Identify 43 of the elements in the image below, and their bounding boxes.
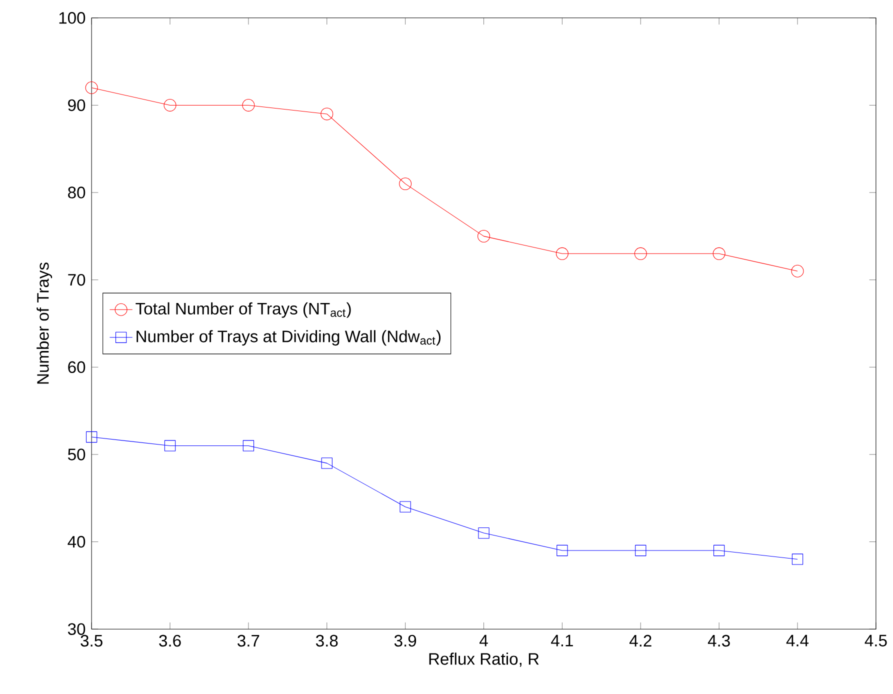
x-tick-label: 3.6 (159, 634, 181, 647)
x-tick-label: 3.8 (316, 634, 338, 647)
x-tick-label: 4.1 (551, 634, 573, 646)
point (556, 248, 568, 260)
legend-label: Number of Trays at Dividing Wall (Ndw$_{act}$) (136, 330, 441, 346)
y-tick-label: 50 (68, 448, 86, 460)
x-tick-label: 4.4 (786, 634, 809, 646)
point (399, 178, 412, 190)
x-tick-label: 3.7 (238, 634, 260, 647)
point (478, 230, 490, 243)
point (400, 501, 411, 513)
point (85, 82, 98, 94)
point (164, 440, 176, 452)
point (556, 545, 568, 556)
x-tick-label: 4.2 (629, 634, 652, 647)
x-tick-label: 3.5 (80, 634, 102, 647)
legend-label: Total Number of Trays (NT$_{act}$) (136, 302, 351, 318)
point (792, 554, 804, 565)
y-tick-label: 100 (59, 12, 86, 24)
y-tick-label: 80 (68, 186, 86, 199)
point (242, 99, 255, 112)
point (321, 458, 332, 469)
y-tick-label: 30 (68, 623, 86, 636)
y-tick-label: 70 (68, 274, 86, 286)
point (635, 545, 646, 556)
y-axis-title: Number of Trays (36, 262, 52, 384)
point (791, 264, 804, 278)
point (164, 99, 176, 112)
point (712, 248, 726, 260)
point (634, 248, 647, 260)
x-tick-label: 4.5 (864, 634, 887, 647)
x-axis-title: Reflux Ratio, R (429, 652, 539, 667)
point (714, 545, 725, 556)
point (242, 440, 254, 452)
point (320, 108, 334, 120)
x-tick-label: 4 (480, 634, 488, 646)
y-tick-label: 90 (68, 99, 86, 112)
point (86, 432, 98, 443)
x-tick-label: 3.9 (394, 634, 416, 647)
point (478, 528, 490, 539)
y-tick-label: 40 (68, 536, 86, 548)
x-tick-label: 4.3 (708, 634, 730, 647)
y-tick-label: 60 (68, 361, 86, 374)
